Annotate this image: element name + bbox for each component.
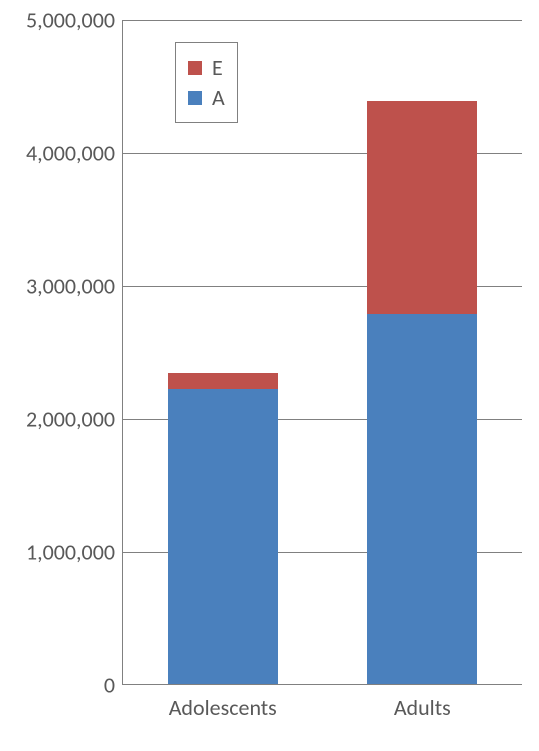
x-label: Adolescents	[168, 694, 278, 721]
legend-label: E	[212, 54, 223, 81]
x-axis-labels: Adolescents Adults	[123, 694, 522, 721]
y-tick-label: 0	[104, 672, 115, 699]
legend-item: A	[188, 84, 225, 111]
bar-segment-a	[168, 389, 278, 684]
y-tick-label: 3,000,000	[26, 273, 115, 300]
y-tick-label: 5,000,000	[26, 7, 115, 34]
legend-item: E	[188, 54, 225, 81]
bar	[367, 101, 477, 684]
y-tick-label: 2,000,000	[26, 406, 115, 433]
legend-marker-icon	[188, 91, 202, 105]
bar-segment-e	[367, 101, 477, 314]
y-tick-label: 4,000,000	[26, 140, 115, 167]
legend-label: A	[212, 84, 225, 111]
y-tick-label: 1,000,000	[26, 539, 115, 566]
legend: EA	[175, 42, 238, 123]
legend-marker-icon	[188, 61, 202, 75]
bar-segment-a	[367, 314, 477, 684]
bar-segment-e	[168, 373, 278, 389]
bar	[168, 373, 278, 684]
stacked-bar-chart: 0 1,000,000 2,000,000 3,000,000 4,000,000 5,0…	[0, 0, 539, 751]
bar-slot	[367, 20, 477, 684]
x-label: Adults	[367, 694, 477, 721]
